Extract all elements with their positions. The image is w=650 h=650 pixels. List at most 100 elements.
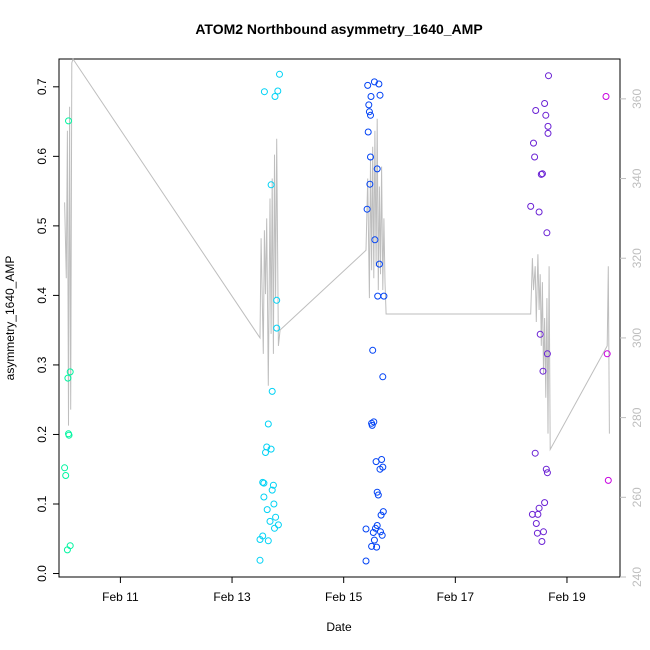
- data-point: [543, 469, 551, 477]
- data-point: [377, 528, 384, 536]
- data-point: [539, 367, 547, 375]
- data-point: [368, 421, 376, 429]
- y2-tick-label: 360: [630, 89, 644, 109]
- data-point: [373, 165, 381, 173]
- data-point: [543, 229, 551, 237]
- data-point: [365, 101, 373, 109]
- data-point: [273, 324, 281, 332]
- data-point: [259, 532, 267, 540]
- data-point: [533, 529, 541, 537]
- data-point: [532, 107, 540, 114]
- data-point: [264, 537, 272, 545]
- data-point: [530, 139, 537, 147]
- y-tick-label: 0.6: [35, 148, 49, 165]
- data-point: [271, 93, 279, 100]
- data-point: [263, 443, 271, 451]
- data-point: [264, 420, 272, 428]
- data-point: [365, 108, 373, 116]
- data-point: [370, 418, 378, 426]
- line-layer: [64, 57, 610, 452]
- data-point: [362, 557, 370, 565]
- data-point: [532, 520, 540, 527]
- data-point: [376, 91, 384, 99]
- x-tick-label: Feb 19: [548, 590, 586, 604]
- data-point: [367, 153, 374, 161]
- data-point: [540, 528, 547, 536]
- y2-tick-label: 320: [630, 248, 644, 268]
- data-point: [65, 431, 73, 439]
- data-point: [375, 80, 383, 88]
- data-point: [269, 481, 277, 489]
- y2-tick-label: 260: [630, 487, 644, 507]
- data-point: [375, 260, 383, 268]
- data-point: [66, 368, 74, 376]
- data-point: [544, 122, 552, 130]
- data-point: [263, 506, 271, 514]
- data-point: [274, 521, 282, 529]
- data-point: [66, 542, 74, 550]
- data-point: [536, 330, 544, 338]
- y2-tick-label: 300: [630, 328, 644, 348]
- data-point: [259, 478, 267, 486]
- data-point: [373, 543, 381, 551]
- data-point: [274, 87, 282, 95]
- data-point: [366, 180, 374, 188]
- data-point: [542, 465, 550, 473]
- data-point: [603, 350, 611, 358]
- data-point: [65, 117, 72, 125]
- data-point: [276, 70, 283, 78]
- y-tick-label: 0.3: [35, 356, 49, 373]
- data-point: [379, 463, 387, 471]
- y-axis-right: 240 260 280 300 320 340 360: [620, 89, 644, 587]
- y-tick-label: 0.7: [35, 78, 49, 95]
- data-point: [62, 472, 70, 479]
- data-point: [531, 153, 539, 161]
- y2-tick-label: 340: [630, 168, 644, 188]
- data-point: [380, 292, 388, 300]
- data-point: [272, 513, 280, 521]
- data-point: [373, 522, 381, 529]
- y-tick-label: 0.1: [35, 495, 49, 512]
- data-point: [260, 479, 268, 487]
- data-point: [604, 476, 612, 484]
- data-point: [542, 111, 550, 119]
- data-point: [256, 556, 264, 564]
- data-point: [374, 491, 382, 499]
- y-axis-label: asymmetry_1640_AMP: [3, 256, 17, 381]
- data-point: [535, 208, 543, 216]
- y-tick-label: 0.0: [35, 565, 49, 582]
- data-point: [273, 296, 281, 304]
- data-point: [63, 546, 71, 554]
- y-tick-label: 0.4: [35, 287, 49, 304]
- points-layer: [61, 70, 612, 565]
- data-point: [367, 111, 374, 119]
- data-point: [374, 292, 382, 300]
- data-point: [266, 517, 274, 525]
- data-point: [527, 202, 535, 210]
- data-point: [262, 449, 269, 456]
- data-point: [367, 93, 375, 100]
- data-point: [260, 88, 268, 96]
- data-point: [531, 449, 539, 457]
- data-point: [377, 511, 385, 519]
- data-point: [364, 81, 372, 89]
- data-point: [602, 93, 610, 100]
- data-point: [369, 346, 377, 354]
- x-tick-label: Feb 11: [102, 590, 139, 604]
- x-axis: Feb 11 Feb 13 Feb 15 Feb 17 Feb 19: [102, 577, 586, 604]
- data-point: [61, 464, 69, 472]
- data-point: [267, 445, 275, 453]
- data-point: [537, 170, 545, 178]
- data-point: [369, 529, 377, 536]
- x-tick-label: Feb 17: [437, 590, 475, 604]
- plot-frame: [58, 58, 621, 578]
- data-point: [371, 236, 379, 244]
- data-point: [538, 170, 546, 178]
- data-point: [267, 181, 275, 189]
- x-axis-label: Date: [326, 620, 352, 634]
- data-point: [378, 531, 386, 539]
- data-point: [363, 205, 371, 213]
- data-point: [364, 128, 372, 136]
- y-tick-label: 0.2: [35, 426, 49, 443]
